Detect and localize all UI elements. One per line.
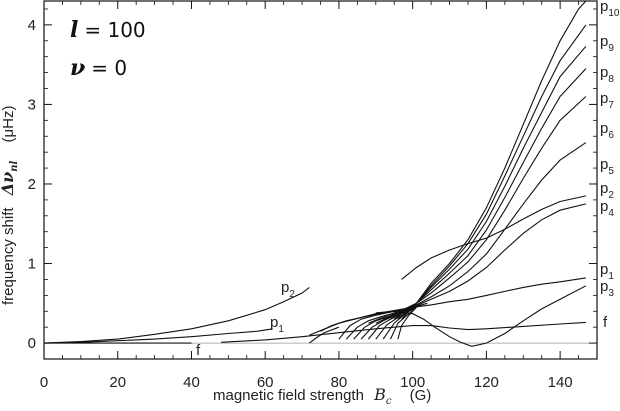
series-label-p7: p7 (600, 90, 614, 111)
y-tick-label: 0 (28, 335, 36, 352)
series-line-p3-9 (375, 285, 587, 347)
series-line-p2-11 (43, 286, 310, 344)
x-tick-label: 60 (257, 374, 274, 391)
mode-branch-line-9 (320, 306, 413, 332)
series-line-p8-2 (393, 45, 587, 320)
series-line-p2-6 (401, 195, 587, 280)
mode-branch-line-10 (309, 326, 340, 344)
series-label-p1: p1 (270, 314, 284, 335)
y-axis-label: frequency shift Δνnl (μHz) (0, 106, 21, 305)
series-label-p8: p8 (600, 64, 614, 85)
series-label-f: f (603, 314, 608, 331)
mode-branch-line-6 (382, 306, 417, 340)
series-label-p9: p9 (600, 33, 614, 54)
y-tick-label: 1 (28, 256, 36, 273)
annotation-l: l = 100 (70, 17, 146, 43)
series-line-p1-12 (43, 328, 273, 344)
x-tick-label: 40 (183, 374, 200, 391)
y-tick-label: 3 (28, 96, 36, 113)
series-line-p1-8 (309, 277, 586, 336)
series-line-p6-4 (382, 96, 587, 320)
x-axis-label: magnetic field strength Bc (G) (213, 385, 431, 408)
x-tick-label: 80 (331, 374, 348, 391)
annotation-nu: ν = 0 (70, 55, 127, 81)
series-line-p9-1 (397, 24, 587, 320)
mode-branch-line-8 (397, 306, 417, 340)
y-tick-label: 2 (28, 176, 36, 193)
series-line-f-10 (220, 321, 586, 343)
series-label-p2: p2 (600, 180, 614, 201)
series-label-p6: p6 (600, 120, 614, 141)
x-tick-label: 0 (40, 374, 48, 391)
series-label-p3: p3 (600, 278, 614, 299)
series-label-f: f (196, 342, 201, 359)
series-label-p10: p10 (600, 0, 620, 19)
series-line-p10-0 (401, 0, 587, 320)
series-label-p2: p2 (281, 279, 295, 300)
x-tick-label: 140 (548, 374, 573, 391)
series-line-p7-3 (390, 68, 587, 320)
x-tick-label: 100 (400, 374, 425, 391)
y-tick-label: 4 (28, 17, 36, 34)
mode-branch-line-4 (367, 306, 417, 340)
series-label-p5: p5 (600, 156, 614, 177)
x-tick-label: 120 (474, 374, 499, 391)
x-tick-label: 20 (109, 374, 126, 391)
series-label-p1: p1 (600, 261, 614, 282)
series-line-p5-5 (375, 142, 587, 324)
mode-branch-line-1 (345, 306, 417, 340)
series-label-p4: p4 (600, 198, 614, 219)
